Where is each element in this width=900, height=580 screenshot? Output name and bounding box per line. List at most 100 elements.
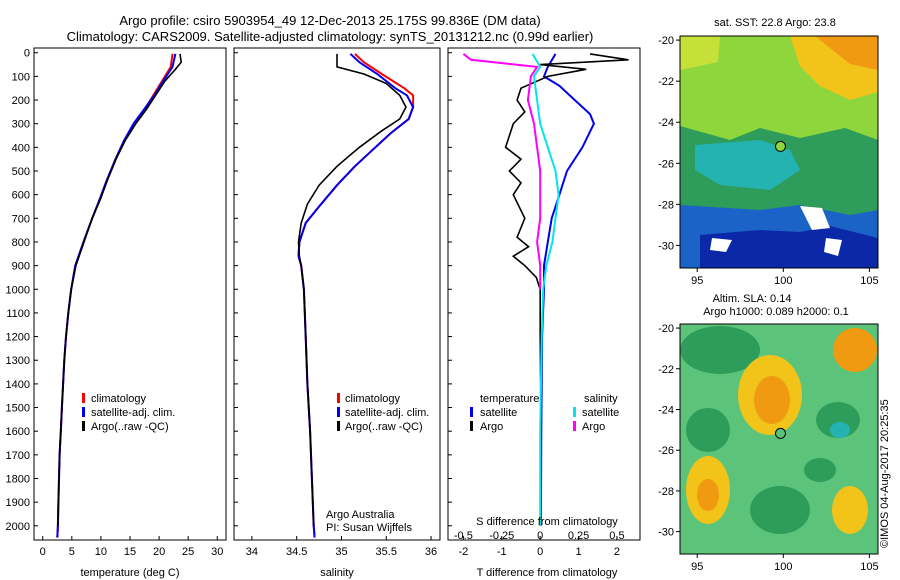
legend-swatch-climatology xyxy=(82,393,85,403)
sla-map-title1: Altim. SLA: 0.14 xyxy=(713,293,792,305)
legend-label-t-argo: Argo xyxy=(480,421,503,433)
depth-tick-label: 600 xyxy=(12,190,30,202)
argo-location-marker xyxy=(775,140,786,152)
depth-tick-label: 800 xyxy=(12,237,30,249)
x-tick-label: -1 xyxy=(497,546,507,558)
difference-legend: temperature salinity satellite Argo sate… xyxy=(470,393,619,433)
map-x-tick-label: 95 xyxy=(691,561,703,573)
x-tick-label: 35 xyxy=(335,546,347,558)
depth-tick-label: 1200 xyxy=(6,332,30,344)
legend-swatch-satellite xyxy=(337,407,340,417)
series-line-satellite-adj-clim- xyxy=(297,53,415,538)
legend-label-s-argo: Argo xyxy=(582,421,605,433)
depth-tick-label: 1600 xyxy=(6,426,30,438)
x2-tick-label: 0.25 xyxy=(568,530,589,542)
x-tick-label: 36 xyxy=(425,546,437,558)
sst-map-image xyxy=(680,36,878,268)
legend-label-t-satellite: satellite xyxy=(480,407,517,419)
map-y-tick-label: -22 xyxy=(658,76,674,88)
difference-axes-box xyxy=(447,47,641,541)
salinity-axes-box xyxy=(233,47,441,541)
map-y-tick-label: -26 xyxy=(658,158,674,170)
depth-tick-label: 500 xyxy=(12,166,30,178)
legend-label-satellite: satellite-adj. clim. xyxy=(345,407,429,419)
map-y-tick-label: -24 xyxy=(658,117,674,129)
legend-label-climatology: climatology xyxy=(91,393,147,405)
depth-tick-label: 1700 xyxy=(6,450,30,462)
difference-s-ticks: -0.5 -0.25 0 0.25 0.5 xyxy=(454,530,625,542)
map-y-tick-label: -22 xyxy=(658,364,674,376)
x-tick-label: 1 xyxy=(575,546,581,558)
salinity-series xyxy=(297,53,415,538)
x-tick-label: 15 xyxy=(124,546,136,558)
legend-swatch-t-satellite xyxy=(470,407,473,417)
legend-title-temperature: temperature xyxy=(480,393,539,405)
depth-tick-label: 1300 xyxy=(6,355,30,367)
sla-map-title2: Argo h1000: 0.089 h2000: 0.1 xyxy=(703,306,849,318)
map-y-tick-label: -20 xyxy=(658,35,674,47)
legend-swatch-s-satellite xyxy=(573,407,576,417)
depth-tick-label: 300 xyxy=(12,119,30,131)
sst-map-frame xyxy=(679,35,879,269)
legend-label-s-satellite: satellite xyxy=(582,407,619,419)
depth-tick-label: 900 xyxy=(12,261,30,273)
temperature-legend: climatology satellite-adj. clim. Argo(..… xyxy=(82,393,175,433)
x2-tick-label: 0 xyxy=(537,530,543,542)
x-tick-label: 5 xyxy=(69,546,75,558)
map-y-tick-label: -30 xyxy=(658,240,674,252)
salinity-x-ticks: 34 34.5 35 35.5 36 xyxy=(246,536,437,558)
series-line-climatology xyxy=(297,53,415,538)
x2-tick-label: -0.5 xyxy=(454,530,473,542)
map-x-tick-label: 105 xyxy=(860,561,878,573)
map-x-tick-label: 100 xyxy=(774,561,792,573)
sst-map-title: sat. SST: 22.8 Argo: 23.8 xyxy=(714,17,836,29)
sst-map-ticks: 95 100 105 -20 -22 -24 -26 -28 -30 xyxy=(658,35,878,287)
salinity-xlabel: salinity xyxy=(320,567,354,579)
legend-swatch-satellite xyxy=(82,407,85,417)
x-tick-label: 25 xyxy=(182,546,194,558)
depth-tick-label: 1900 xyxy=(6,497,30,509)
series-line-s-argo xyxy=(462,53,542,290)
map-x-tick-label: 95 xyxy=(691,275,703,287)
sst-map-panel: sat. SST: 22.8 Argo: 23.8 95 100 105 -20 -22… xyxy=(658,17,878,287)
difference-series xyxy=(462,53,629,526)
map-y-tick-label: -30 xyxy=(658,527,674,539)
series-line-climatology xyxy=(56,53,174,538)
temperature-xlabel: temperature (deg C) xyxy=(80,567,179,579)
difference-y-ticks xyxy=(448,52,452,527)
x-tick-label: 0 xyxy=(40,546,46,558)
series-line-s-satellite xyxy=(531,53,560,526)
depth-tick-label: 1100 xyxy=(6,308,30,320)
depth-tick-label: 1500 xyxy=(6,403,30,415)
depth-tick-label: 400 xyxy=(12,142,30,154)
x-tick-label: 10 xyxy=(95,546,107,558)
legend-label-argo: Argo(..raw -QC) xyxy=(345,421,423,433)
x-tick-label: 35.5 xyxy=(376,546,397,558)
depth-tick-label: 0 xyxy=(24,48,30,60)
depth-tick-label: 1400 xyxy=(6,379,30,391)
difference-t-ticks: -2 -1 0 1 2 xyxy=(458,536,620,558)
difference-s-label: S difference from climatology xyxy=(476,516,618,528)
timestamp-stamp: ©IMOS 04-Aug-2017 20:25:35 xyxy=(879,399,891,548)
depth-tick-label: 2000 xyxy=(6,521,30,533)
legend-swatch-s-argo xyxy=(573,421,576,431)
depth-tick-label: 1000 xyxy=(6,284,30,296)
map-y-tick-label: -20 xyxy=(658,323,674,335)
series-line-argo-raw-qc- xyxy=(57,53,183,526)
x-tick-label: 34.5 xyxy=(286,546,307,558)
series-line-t-satellite xyxy=(539,53,595,526)
legend-label-argo: Argo(..raw -QC) xyxy=(91,421,169,433)
x-tick-label: 30 xyxy=(211,546,223,558)
x-tick-label: 2 xyxy=(614,546,620,558)
map-x-tick-label: 100 xyxy=(774,275,792,287)
legend-swatch-argo xyxy=(337,421,340,431)
x-tick-label: 20 xyxy=(153,546,165,558)
depth-tick-label: 200 xyxy=(12,95,30,107)
depth-tick-label: 700 xyxy=(12,213,30,225)
sla-map-frame xyxy=(679,323,879,555)
x-tick-label: 34 xyxy=(246,546,258,558)
salinity-legend: climatology satellite-adj. clim. Argo(..… xyxy=(337,393,429,433)
temperature-series xyxy=(56,53,183,538)
difference-panel: -2 -1 0 1 2 -0.5 -0.25 0 0.25 0.5 S difference f… xyxy=(447,47,641,579)
